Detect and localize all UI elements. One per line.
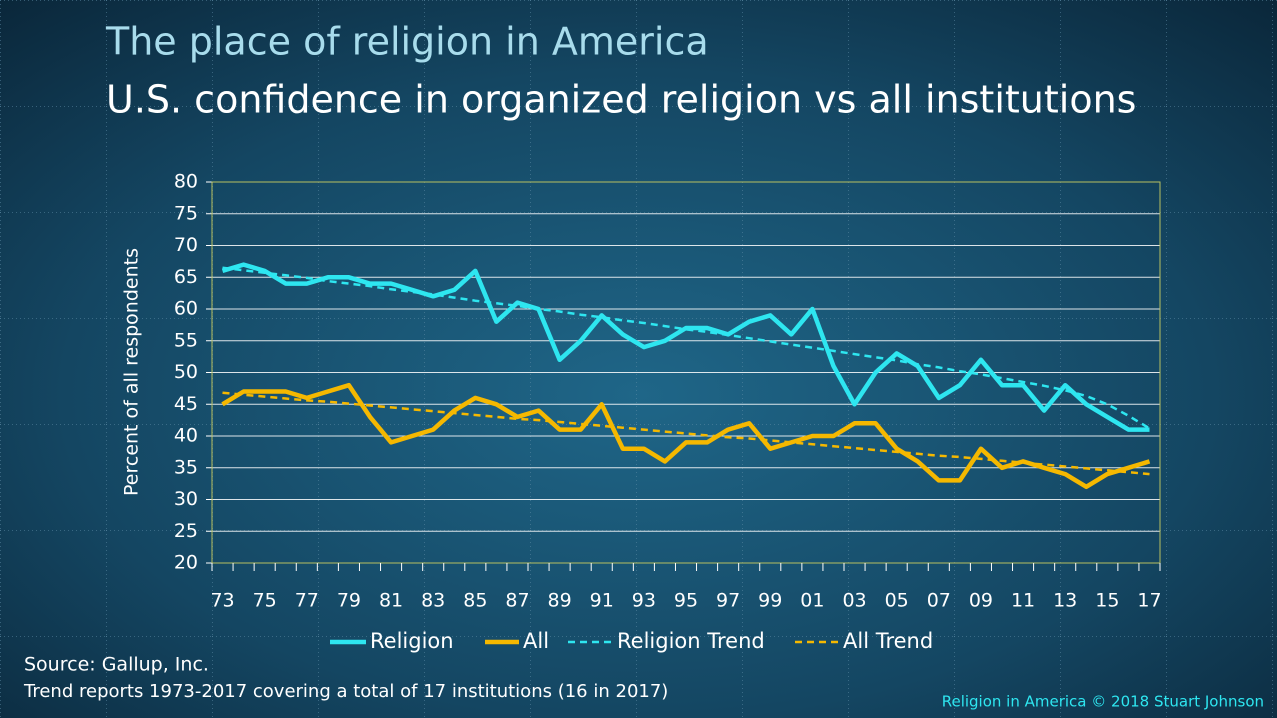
legend-label: All Trend — [843, 629, 933, 653]
x-tick-label: 91 — [590, 590, 614, 612]
x-tick-label: 01 — [800, 590, 824, 612]
x-tick-label: 89 — [548, 590, 572, 612]
x-tick-label: 79 — [337, 590, 361, 612]
legend-label: Religion Trend — [617, 629, 765, 653]
x-tick-label: 05 — [885, 590, 909, 612]
y-tick-label: 35 — [174, 456, 198, 478]
y-tick-label: 65 — [174, 266, 198, 288]
chart-subtitle: U.S. confidence in organized religion vs… — [106, 78, 1136, 122]
x-tick-label: 03 — [842, 590, 866, 612]
legend-label: All — [523, 629, 549, 653]
x-tick-label: 11 — [1011, 590, 1035, 612]
series-line — [221, 262, 1150, 432]
y-tick-label: 80 — [174, 171, 198, 193]
x-tick-label: 95 — [674, 590, 698, 612]
x-tick-label: 73 — [210, 590, 234, 612]
y-tick-label: 25 — [174, 520, 198, 542]
y-tick-label: 30 — [174, 488, 198, 510]
x-tick-label: 77 — [295, 590, 319, 612]
x-tick-label: 93 — [632, 590, 656, 612]
chart-title: The place of religion in America — [105, 20, 709, 64]
legend-label: Religion — [370, 629, 454, 653]
y-tick-label: 55 — [174, 329, 198, 351]
x-tick-label: 83 — [421, 590, 445, 612]
x-tick-label: 17 — [1137, 590, 1161, 612]
plot-border — [211, 181, 1161, 564]
y-tick-label: 40 — [174, 425, 198, 447]
note: Trend reports 1973-2017 covering a total… — [23, 681, 668, 702]
x-tick-label: 97 — [716, 590, 740, 612]
x-tick-label: 75 — [253, 590, 277, 612]
y-tick-label: 45 — [174, 393, 198, 415]
y-tick-label: 50 — [174, 361, 198, 383]
y-tick-label: 60 — [174, 298, 198, 320]
series-line — [221, 382, 1151, 490]
x-tick-label: 81 — [379, 590, 403, 612]
x-tick-label: 85 — [463, 590, 487, 612]
x-tick-label: 87 — [505, 590, 529, 612]
x-tick-label: 07 — [927, 590, 951, 612]
source: Source: Gallup, Inc. — [24, 654, 209, 676]
credit: Religion in America © 2018 Stuart Johnso… — [942, 693, 1264, 711]
x-tick-label: 13 — [1053, 590, 1077, 612]
y-tick-label: 75 — [174, 202, 198, 224]
x-tick-label: 99 — [758, 590, 782, 612]
y-tick-label: 70 — [174, 234, 198, 256]
y-axis-label: Percent of all respondents — [121, 248, 143, 496]
x-tick-label: 15 — [1095, 590, 1119, 612]
y-tick-label: 20 — [174, 552, 198, 574]
x-tick-label: 09 — [969, 590, 993, 612]
